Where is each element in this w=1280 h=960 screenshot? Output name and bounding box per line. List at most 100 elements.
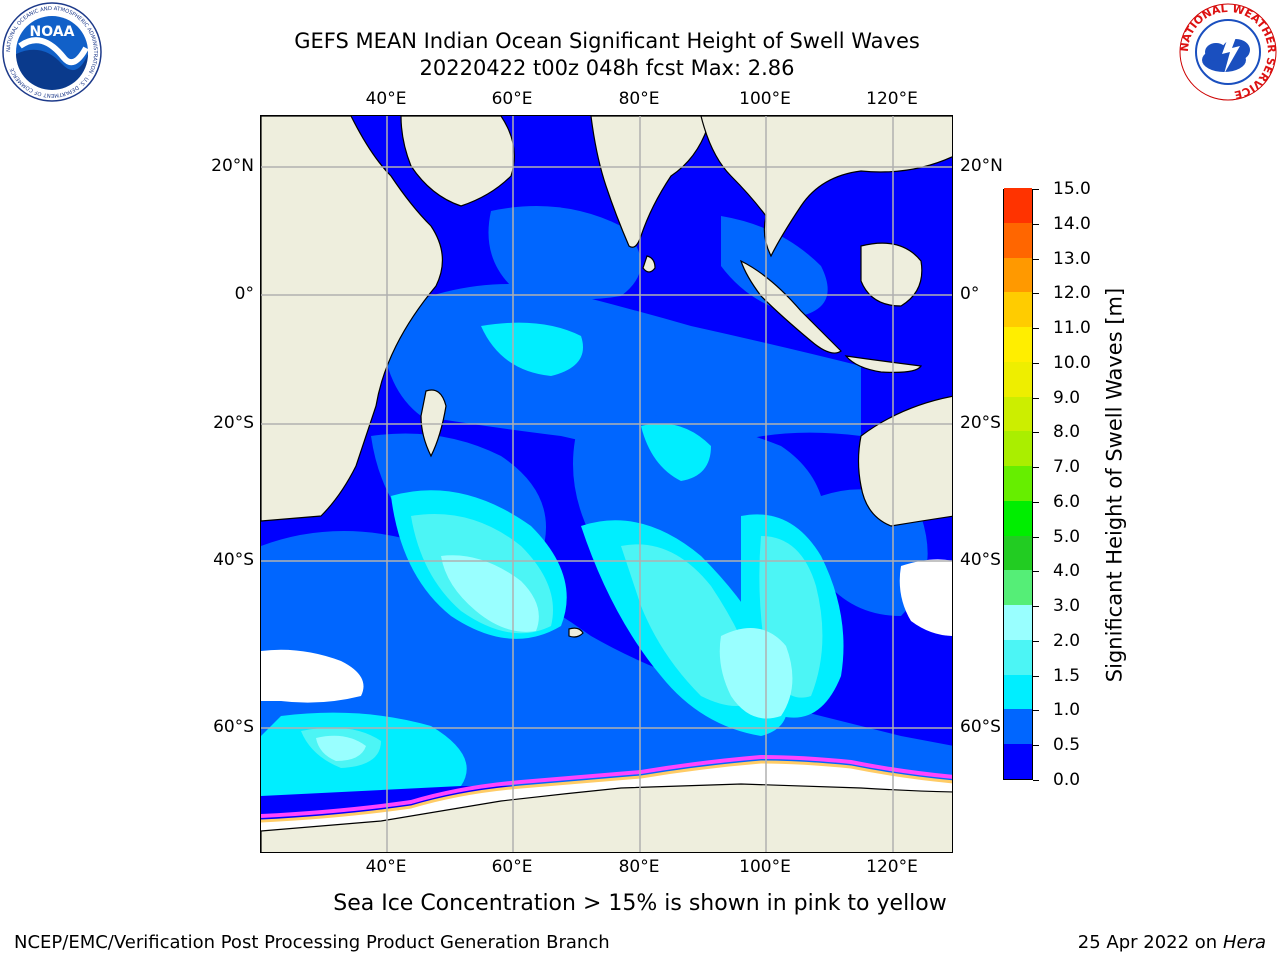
colorbar-tick-label: 5.0 [1053,526,1081,547]
colorbar-tick-label: 1.5 [1053,665,1081,686]
colorbar-tick-label: 9.0 [1053,387,1081,408]
colorbar-tick [1033,432,1039,434]
colorbar-tick [1033,362,1039,364]
title-line-1: GEFS MEAN Indian Ocean Significant Heigh… [294,29,920,53]
colorbar-tick-label: 11.0 [1053,318,1091,339]
sea-ice-edge [261,754,952,823]
lon-tick-top: 100°E [739,89,791,109]
colorbar-segment [1004,465,1032,501]
colorbar-tick-label: 2.0 [1053,630,1081,651]
colorbar-tick [1033,293,1039,295]
graticule [261,116,952,852]
footer-date: 25 Apr 2022 on [1077,932,1223,953]
colorbar-segment [1004,709,1032,745]
colorbar-segment [1004,326,1032,362]
colorbar-segment [1004,222,1032,258]
land [261,116,952,852]
lat-tick-left: 40°S [213,550,254,570]
lat-tick-right: 60°S [960,717,1001,737]
footer-machine: Hera [1222,932,1266,953]
land-madagascar [420,389,447,458]
colorbar-segment [1004,604,1032,640]
swell-field-2p0-3p0 [316,555,793,761]
colorbar-tick [1033,675,1039,677]
colorbar-segment [1004,187,1032,223]
colorbar-segment [1004,674,1032,710]
colorbar-segment [1004,361,1032,397]
colorbar-segment [1004,639,1032,675]
colorbar-tick [1033,328,1039,330]
colorbar-tick [1033,536,1039,538]
colorbar-tick [1033,780,1039,781]
land-arabia [400,116,515,207]
land-java [844,355,923,373]
lat-tick-left: 0° [234,284,254,304]
nws-logo: NATIONAL WEATHER SERVICE [1178,2,1278,102]
colorbar-tick [1033,397,1039,399]
lon-tick-bottom: 80°E [618,857,660,877]
colorbar-tick [1033,640,1039,642]
lat-tick-left: 20°S [213,413,254,433]
lon-tick-bottom: 120°E [866,857,918,877]
colorbar-tick [1033,223,1039,225]
map-plot [260,115,953,853]
land-sri-lanka [642,255,656,273]
colorbar-segment [1004,535,1032,571]
lat-tick-left: 20°N [211,156,254,176]
lat-tick-right: 0° [960,284,980,304]
colorbar-tick [1033,606,1039,608]
colorbar-tick-label: 13.0 [1053,248,1091,269]
colorbar-tick [1033,258,1039,260]
noaa-logo: NOAA NATIONAL OCEANIC AND ATMOSPHERIC AD… [2,2,102,102]
lon-tick-top: 40°E [365,89,407,109]
footer-right: 25 Apr 2022 on Hera [1078,932,1266,954]
lat-tick-left: 60°S [213,717,254,737]
colorbar-segment [1004,569,1032,606]
colorbar-tick [1033,189,1039,190]
land-africa [261,116,444,522]
colorbar-tick-label: 12.0 [1053,283,1091,304]
colorbar-segment [1004,500,1032,536]
lon-tick-bottom: 60°E [491,857,533,877]
colorbar-tick-label: 10.0 [1053,352,1091,373]
lon-tick-top: 120°E [866,89,918,109]
lat-tick-right: 40°S [960,550,1001,570]
colorbar-tick-label: 3.0 [1053,596,1081,617]
colorbar-tick-label: 14.0 [1053,213,1091,234]
colorbar-tick-label: 6.0 [1053,491,1081,512]
colorbar [1003,187,1033,780]
lon-tick-bottom: 40°E [365,857,407,877]
lon-tick-top: 80°E [618,89,660,109]
colorbar-tick [1033,571,1039,573]
colorbar-tick-label: 1.0 [1053,700,1081,721]
land-antarctica [261,783,952,852]
colorbar-segment [1004,257,1032,293]
colorbar-tick-label: 0.5 [1053,735,1081,756]
colorbar-tick [1033,745,1039,747]
land-australia [857,395,952,527]
colorbar-tick [1033,710,1039,712]
title-line-2: 20220422 t00z 048h fcst Max: 2.86 [419,56,795,80]
lon-tick-bottom: 100°E [739,857,791,877]
land-kerguelen [568,627,584,638]
colorbar-tick-label: 15.0 [1053,179,1091,199]
land-borneo [860,242,923,307]
colorbar-segment [1004,291,1032,328]
colorbar-segment [1004,396,1032,432]
map-svg [261,116,952,852]
colorbar-tick-label: 8.0 [1053,422,1081,443]
colorbar-tick-label: 0.0 [1053,770,1081,790]
colorbar-tick [1033,467,1039,469]
colorbar-title: Significant Height of Swell Waves [m] [1103,288,1128,682]
lat-tick-right: 20°N [960,156,1003,176]
colorbar-segment [1004,430,1032,467]
colorbar-tick-label: 7.0 [1053,457,1081,478]
noaa-logo-text: NOAA [30,24,75,40]
colorbar-tick [1033,501,1039,503]
colorbar-tick-label: 4.0 [1053,561,1081,582]
colorbar-segment [1004,743,1032,779]
lat-tick-right: 20°S [960,413,1001,433]
land-se-asia [700,116,952,258]
lon-tick-top: 60°E [491,89,533,109]
colorbar-title-text: Significant Height of Swell Waves [m] [1102,287,1127,683]
